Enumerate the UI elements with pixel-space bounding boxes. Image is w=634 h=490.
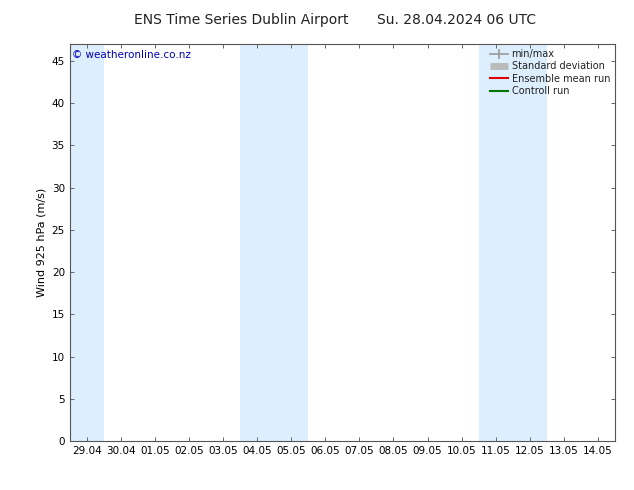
- Text: ENS Time Series Dublin Airport: ENS Time Series Dublin Airport: [134, 13, 348, 27]
- Bar: [70, 44, 104, 441]
- Text: Su. 28.04.2024 06 UTC: Su. 28.04.2024 06 UTC: [377, 13, 536, 27]
- Bar: [479, 44, 547, 441]
- Text: © weatheronline.co.nz: © weatheronline.co.nz: [72, 50, 191, 60]
- Legend: min/max, Standard deviation, Ensemble mean run, Controll run: min/max, Standard deviation, Ensemble me…: [488, 47, 612, 98]
- Bar: [240, 44, 308, 441]
- Y-axis label: Wind 925 hPa (m/s): Wind 925 hPa (m/s): [36, 188, 46, 297]
